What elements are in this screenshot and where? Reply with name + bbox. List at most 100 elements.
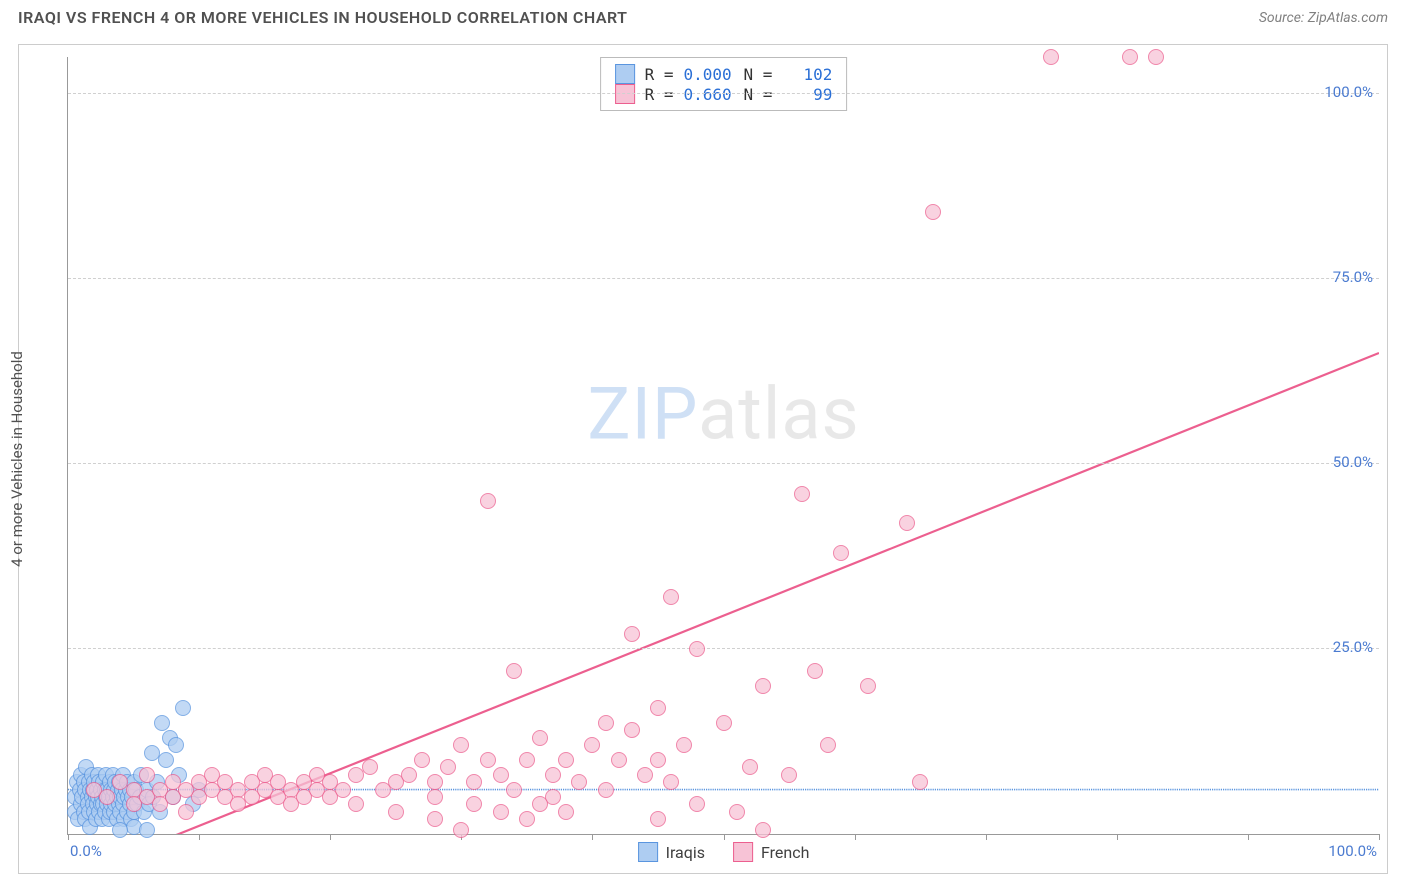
- scatter-point: [493, 767, 509, 783]
- scatter-point: [335, 782, 351, 798]
- scatter-point: [860, 678, 876, 694]
- scatter-point: [139, 822, 155, 838]
- x-tick: [1117, 834, 1118, 840]
- scatter-point: [453, 737, 469, 753]
- x-tick: [199, 834, 200, 840]
- scatter-point: [348, 796, 364, 812]
- x-tick: [68, 834, 69, 840]
- scatter-point: [925, 204, 941, 220]
- scatter-point: [154, 715, 170, 731]
- stat-r-label: R =: [645, 65, 674, 84]
- scatter-point: [99, 789, 115, 805]
- scatter-point: [676, 737, 692, 753]
- scatter-point: [689, 796, 705, 812]
- y-axis-label: 4 or more Vehicles in Household: [8, 351, 26, 567]
- chart-container: 4 or more Vehicles in Household ZIPatlas…: [18, 44, 1388, 874]
- scatter-point: [807, 663, 823, 679]
- scatter-point: [558, 752, 574, 768]
- scatter-point: [663, 589, 679, 605]
- y-tick-label: 50.0%: [1333, 453, 1373, 471]
- header: IRAQI VS FRENCH 4 OR MORE VEHICLES IN HO…: [0, 0, 1406, 31]
- scatter-point: [178, 804, 194, 820]
- legend-stats-box: R =0.000N =102R =0.660N =99: [600, 57, 848, 111]
- scatter-point: [532, 730, 548, 746]
- scatter-point: [532, 796, 548, 812]
- legend-label: French: [761, 843, 809, 862]
- scatter-point: [506, 782, 522, 798]
- x-tick: [855, 834, 856, 840]
- gridline-h: [68, 463, 1379, 464]
- scatter-point: [401, 767, 417, 783]
- scatter-point: [493, 804, 509, 820]
- plot-area: ZIPatlas R =0.000N =102R =0.660N =99 Ira…: [67, 57, 1379, 835]
- legend-bottom: Iraqis French: [638, 842, 810, 862]
- scatter-point: [624, 626, 640, 642]
- scatter-point: [558, 804, 574, 820]
- stat-r-label: R =: [645, 85, 674, 104]
- stat-r-value: 0.660: [684, 85, 734, 104]
- x-tick: [1379, 834, 1380, 840]
- gridline-h: [68, 648, 1379, 649]
- scatter-point: [466, 774, 482, 790]
- scatter-point: [168, 737, 184, 753]
- scatter-point: [650, 811, 666, 827]
- scatter-point: [637, 767, 653, 783]
- scatter-point: [598, 715, 614, 731]
- chart-title: IRAQI VS FRENCH 4 OR MORE VEHICLES IN HO…: [18, 8, 628, 27]
- scatter-point: [453, 822, 469, 838]
- legend-item: Iraqis: [638, 842, 705, 862]
- scatter-point: [833, 545, 849, 561]
- stat-n-label: N =: [744, 65, 773, 84]
- watermark: ZIPatlas: [587, 372, 859, 457]
- scatter-point: [466, 796, 482, 812]
- scatter-point: [545, 767, 561, 783]
- scatter-point: [650, 752, 666, 768]
- legend-stats-row: R =0.000N =102: [615, 64, 833, 84]
- legend-swatch: [733, 842, 753, 862]
- scatter-point: [414, 752, 430, 768]
- y-tick-label: 100.0%: [1324, 83, 1373, 101]
- y-tick-label: 75.0%: [1333, 268, 1373, 286]
- scatter-point: [650, 700, 666, 716]
- legend-swatch: [615, 84, 635, 104]
- scatter-point: [519, 752, 535, 768]
- scatter-point: [571, 774, 587, 790]
- x-tick: [724, 834, 725, 840]
- scatter-point: [519, 811, 535, 827]
- scatter-point: [598, 782, 614, 798]
- scatter-point: [1043, 49, 1059, 65]
- source-attribution: Source: ZipAtlas.com: [1259, 10, 1388, 26]
- x-tick: [592, 834, 593, 840]
- scatter-point: [506, 663, 522, 679]
- scatter-point: [755, 678, 771, 694]
- scatter-point: [820, 737, 836, 753]
- scatter-point: [624, 722, 640, 738]
- scatter-point: [1122, 49, 1138, 65]
- gridline-h: [68, 93, 1379, 94]
- scatter-point: [388, 804, 404, 820]
- scatter-point: [427, 811, 443, 827]
- x-tick: [330, 834, 331, 840]
- regression-line-french: [68, 353, 1379, 834]
- scatter-point: [440, 759, 456, 775]
- scatter-point: [1148, 49, 1164, 65]
- scatter-point: [427, 774, 443, 790]
- scatter-point: [781, 767, 797, 783]
- stat-n-value: 99: [782, 85, 832, 104]
- y-tick-label: 25.0%: [1333, 638, 1373, 656]
- scatter-point: [729, 804, 745, 820]
- scatter-point: [427, 789, 443, 805]
- stat-n-value: 102: [782, 65, 832, 84]
- x-tick: [986, 834, 987, 840]
- legend-swatch: [615, 64, 635, 84]
- scatter-point: [112, 822, 128, 838]
- scatter-point: [755, 822, 771, 838]
- scatter-point: [175, 700, 191, 716]
- legend-label: Iraqis: [666, 843, 705, 862]
- scatter-point: [742, 759, 758, 775]
- scatter-point: [139, 767, 155, 783]
- legend-item: French: [733, 842, 809, 862]
- scatter-point: [611, 752, 627, 768]
- scatter-point: [480, 752, 496, 768]
- legend-swatch: [638, 842, 658, 862]
